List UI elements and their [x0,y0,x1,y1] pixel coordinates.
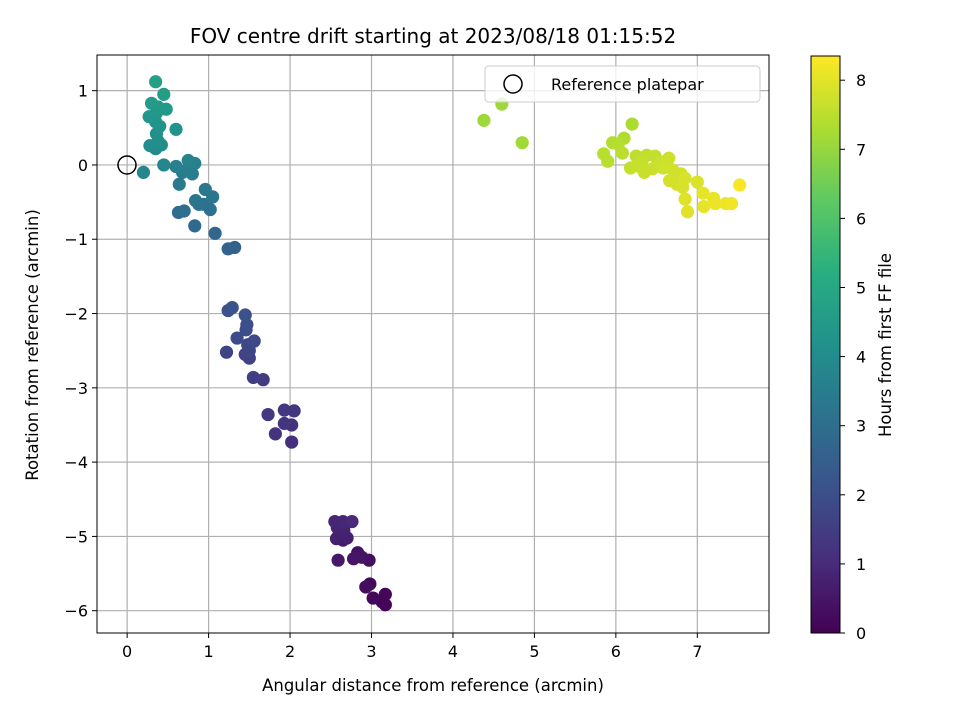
colorbar-tick-label: 5 [856,278,866,297]
data-point [238,308,252,322]
y-tick-label: −1 [64,230,88,249]
data-point [277,416,291,431]
data-point [359,580,373,594]
data-point [268,427,282,441]
colorbar-tick-label: 1 [856,555,866,574]
x-tick-label: 6 [611,642,621,661]
colorbar-tick-label: 2 [856,486,866,505]
colorbar-label: Hours from first FF file [876,253,895,437]
colorbar [810,55,841,634]
data-point [144,96,159,110]
x-tick-label: 7 [692,642,702,661]
colorbar-tick-label: 6 [856,209,866,228]
legend: Reference platepar [484,65,761,103]
colorbar-tick-label: 0 [856,624,866,643]
data-point [662,151,676,165]
data-point [378,587,392,601]
y-tick-label: −3 [64,379,88,398]
data-point [149,75,163,89]
data-point [188,194,203,208]
data-point [219,345,234,359]
chart-title: FOV centre drift starting at 2023/08/18 … [190,24,676,48]
x-axis-label: Angular distance from reference (arcmin) [262,676,604,695]
data-point [177,204,191,218]
x-axis-ticks: 0 1 2 3 4 5 6 7 [122,633,702,661]
x-tick-label: 5 [529,642,539,661]
colorbar-tick-label: 4 [856,348,866,367]
data-point [696,186,710,200]
legend-box [484,65,761,103]
reference-platepar-marker [117,155,137,175]
y-tick-label: −5 [64,527,88,546]
data-point [287,404,301,418]
data-point [477,113,491,127]
data-point [366,591,380,605]
grid [97,55,769,633]
colorbar-tick-label: 3 [856,417,866,436]
data-point [708,196,722,211]
y-tick-label: −4 [64,453,88,472]
data-point [221,242,235,256]
y-tick-label: −6 [64,602,88,621]
data-point [515,136,529,150]
data-point [230,331,244,345]
data-point [285,435,299,449]
data-point [261,407,275,422]
data-point [172,177,186,191]
y-axis-label: Rotation from reference (arcmin) [23,209,42,481]
data-point [198,182,212,197]
y-tick-label: 0 [78,156,88,175]
data-point [225,300,239,315]
legend-entry-reference-platepar: Reference platepar [551,75,704,94]
colorbar-tick-label: 8 [856,71,866,90]
data-point [625,117,639,131]
data-point [157,87,171,101]
data-point [208,226,222,240]
data-point [181,153,195,168]
data-point [331,553,345,567]
data-point [724,196,739,211]
x-tick-label: 2 [285,642,295,661]
data-point [697,199,711,214]
data-point [247,334,261,348]
data-point [169,159,183,174]
data-point [246,370,260,385]
x-tick-label: 4 [448,642,458,661]
data-point [136,165,151,179]
legend-marker [503,74,523,94]
x-tick-label: 3 [366,642,376,661]
data-point [678,192,692,206]
data-point [277,403,291,417]
data-point [615,146,629,160]
y-axis-ticks: −6 −5 −4 −3 −2 −1 0 1 [64,82,97,621]
data-point [157,158,171,172]
x-tick-label: 1 [203,642,213,661]
data-points [136,75,747,612]
plot-area-frame [96,54,770,634]
data-point [345,514,359,529]
x-tick-label: 0 [122,642,132,661]
y-tick-label: 1 [78,82,88,101]
data-point [188,219,202,233]
data-point [169,122,183,136]
colorbar-ticks: 0 1 2 3 4 5 6 7 8 [840,71,866,643]
data-point [733,178,747,192]
data-point [690,175,704,189]
data-point [346,552,361,566]
data-point [601,154,615,168]
colorbar-tick-label: 7 [856,140,866,159]
data-point [678,171,692,185]
y-tick-label: −2 [64,305,88,324]
data-point [203,202,217,217]
data-point [680,205,695,219]
